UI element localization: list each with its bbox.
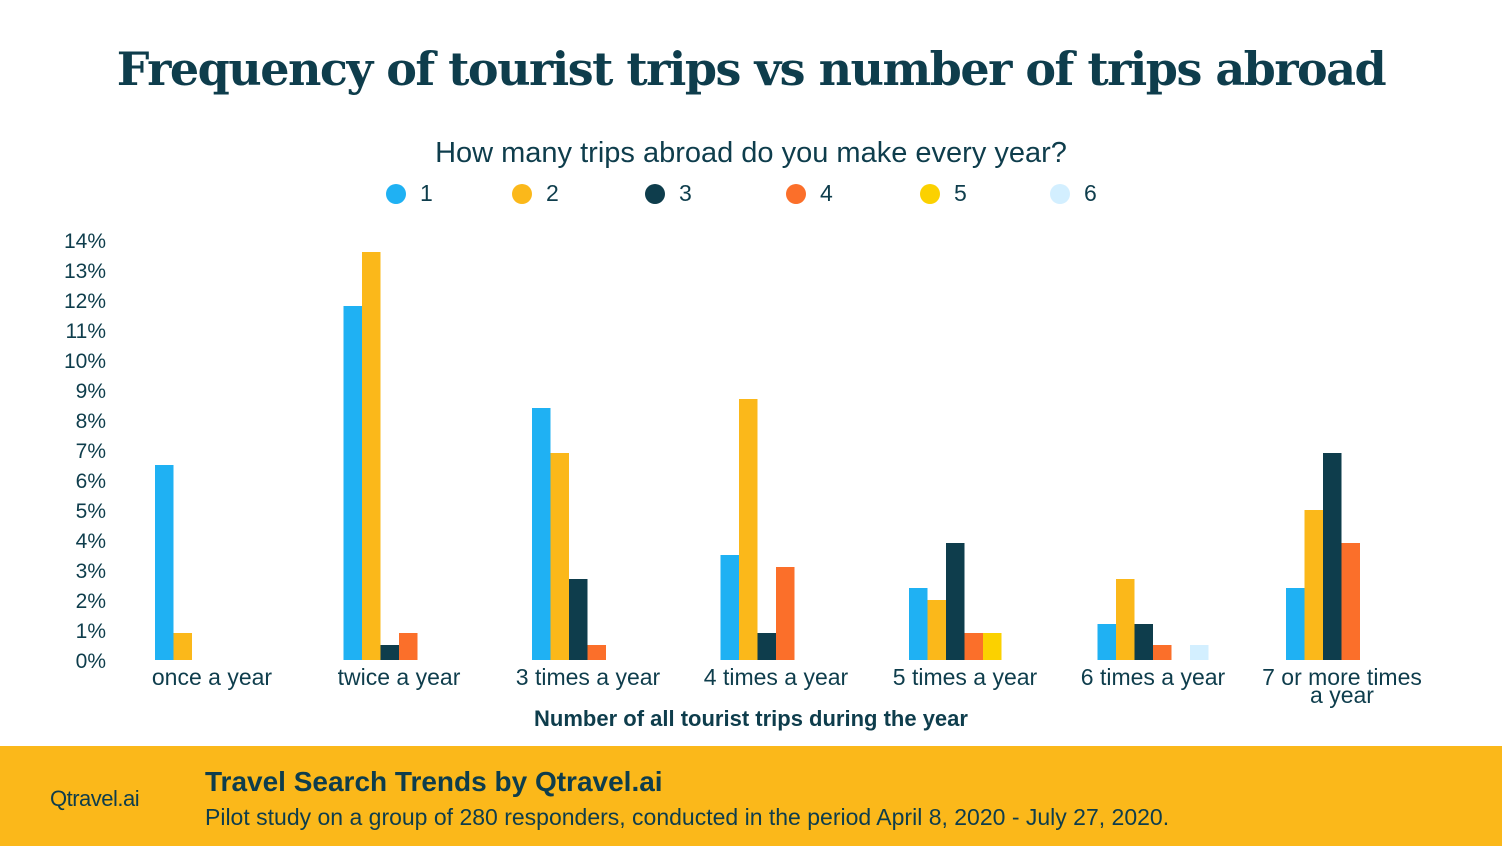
x-axis-label: Number of all tourist trips during the y… [534, 706, 968, 731]
bar-6-series-2 [1116, 579, 1135, 660]
bar-2-series-3 [380, 645, 399, 660]
bar-5-series-2 [927, 600, 946, 660]
bar-4-series-4 [776, 567, 795, 660]
bar-3-series-4 [587, 645, 606, 660]
y-tick-label: 12% [64, 290, 106, 313]
legend-item-1: 1 [386, 180, 433, 207]
bar-6-series-3 [1134, 624, 1153, 660]
bar-6-series-6 [1190, 645, 1209, 660]
legend-item-5: 5 [920, 180, 967, 207]
bar-chart: 0% 1% 2% 3% 4% 5% 6% 7% 8% 9% 10% 11% 12% 13% 14% once… [64, 230, 1422, 708]
legend-label: 3 [679, 180, 692, 206]
legend-item-4: 4 [786, 180, 833, 207]
bar-2-series-4 [399, 633, 418, 660]
legend-swatch [386, 183, 406, 204]
y-tick-label: 14% [64, 230, 106, 253]
x-category-label: 6 times a year [1081, 664, 1226, 690]
legend-label: 2 [546, 180, 559, 206]
legend-item-3: 3 [645, 180, 692, 207]
bar-4-series-3 [757, 633, 776, 660]
bar-4-series-1 [720, 555, 739, 660]
bar-7-series-4 [1341, 543, 1360, 660]
y-tick-label: 0% [76, 650, 106, 673]
legend-swatch [1050, 183, 1070, 204]
legend-item-2: 2 [512, 180, 559, 207]
bar-6-series-1 [1097, 624, 1116, 660]
bar-5-series-5 [983, 633, 1002, 660]
bars [155, 252, 1360, 660]
bar-5-series-1 [909, 588, 928, 660]
y-tick-label: 7% [76, 440, 106, 463]
bar-1-series-1 [155, 465, 174, 660]
legend-label: 4 [820, 180, 833, 206]
legend-item-6: 6 [1050, 180, 1097, 207]
chart-legend: 1 2 3 4 5 6 [0, 180, 1502, 214]
legend-label: 6 [1084, 180, 1097, 206]
y-tick-label: 3% [76, 560, 106, 583]
bar-1-series-2 [173, 633, 192, 660]
y-tick-label: 8% [76, 410, 106, 433]
legend-swatch [512, 183, 532, 204]
y-tick-label: 6% [76, 470, 106, 493]
y-axis-ticks: 0% 1% 2% 3% 4% 5% 6% 7% 8% 9% 10% 11% 12% 13% 14% [64, 230, 106, 673]
bar-2-series-1 [343, 306, 362, 660]
x-category-label: twice a year [338, 664, 461, 690]
bar-3-series-1 [532, 408, 551, 660]
bar-3-series-3 [569, 579, 588, 660]
bar-3-series-2 [550, 453, 569, 660]
chart-title: Frequency of tourist trips vs number of … [116, 42, 1387, 96]
bar-6-series-4 [1153, 645, 1172, 660]
bar-2-series-2 [362, 252, 381, 660]
x-category-label: 3 times a year [516, 664, 661, 690]
footer-description: Pilot study on a group of 280 responders… [205, 804, 1170, 830]
bar-7-series-3 [1323, 453, 1342, 660]
bar-5-series-4 [964, 633, 983, 660]
y-tick-label: 11% [66, 320, 106, 343]
y-tick-label: 4% [76, 530, 106, 553]
bar-7-series-1 [1286, 588, 1305, 660]
x-category-label: 5 times a year [893, 664, 1038, 690]
footer-title: Travel Search Trends by Qtravel.ai [205, 766, 663, 797]
brand-logo[interactable]: Qtravel.ai [50, 786, 140, 811]
y-tick-label: 9% [76, 380, 106, 403]
legend-label: 5 [954, 180, 967, 206]
x-category-label: 7 or more times a year [1262, 664, 1422, 708]
y-tick-label: 2% [76, 590, 106, 613]
bar-4-series-2 [739, 399, 758, 660]
legend-swatch [920, 183, 940, 204]
y-tick-label: 5% [76, 500, 106, 523]
legend-swatch [645, 183, 665, 204]
x-category-label: once a year [152, 664, 273, 690]
y-tick-label: 13% [64, 260, 106, 283]
bar-7-series-2 [1304, 510, 1323, 660]
legend-swatch [786, 183, 806, 204]
chart-subtitle: How many trips abroad do you make every … [435, 137, 1067, 169]
x-category-label: 4 times a year [704, 664, 849, 690]
y-tick-label: 10% [64, 350, 106, 373]
bar-5-series-3 [946, 543, 965, 660]
legend-label: 1 [420, 180, 433, 206]
footer-banner: Qtravel.ai Travel Search Trends by Qtrav… [0, 746, 1502, 846]
x-axis-categories: once a year twice a year 3 times a year 4 t… [152, 664, 1422, 708]
y-tick-label: 1% [76, 620, 106, 643]
